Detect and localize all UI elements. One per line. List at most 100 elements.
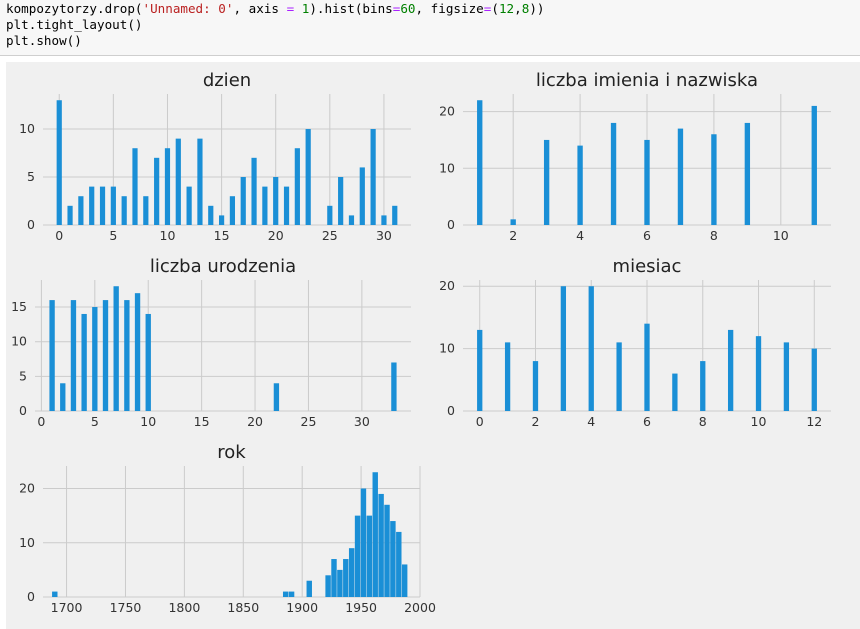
histogram-bar [294,148,300,225]
code-line-1: kompozytorzy.drop('Unnamed: 0', axis = 1… [6,1,860,17]
histogram-bar [113,286,119,411]
x-tick-label: 10 [751,414,767,429]
histogram-bar [154,157,160,225]
histogram-bar [532,361,539,411]
histogram-bar [60,383,66,411]
histogram-bar [240,177,246,225]
code-token: )) [529,1,545,16]
histogram-bar [677,128,684,225]
x-tick-label: 2000 [404,600,436,615]
histogram-bar [124,300,130,411]
code-token [294,1,302,16]
histogram-bar [370,129,376,225]
y-tick-label: 20 [439,278,455,293]
x-tick-label: 10 [140,414,156,429]
code-token: ( [491,1,499,16]
histogram-bar [401,564,408,597]
y-tick-label: 0 [19,403,27,418]
histogram-bar [262,186,268,225]
y-tick-label: 10 [19,121,35,136]
x-tick-label: 15 [194,414,210,429]
code-number-token: 60 [400,1,416,16]
histogram-bar [755,336,762,411]
x-tick-label: 6 [643,414,651,429]
y-tick-label: 20 [19,481,35,496]
code-token: kompozytorzy.drop( [6,1,143,16]
chart-title: dzien [203,70,251,91]
histogram-bar [360,488,367,597]
histogram-bar [282,591,289,597]
histogram-bar [560,286,567,411]
histogram-bar [378,493,384,597]
y-tick-label: 5 [19,368,27,383]
histogram-bar [121,196,127,225]
x-tick-label: 20 [247,414,263,429]
x-tick-label: 6 [643,228,651,243]
code-number-token: 8 [521,1,530,16]
x-tick-label: 1900 [286,600,318,615]
code-operator-token: = [483,1,492,16]
histogram-bar [78,196,84,225]
histogram-bar [727,329,734,411]
chart-title: rok [217,442,246,463]
histogram-bar [197,138,203,225]
code-token: ).hist(bins [309,1,393,16]
histogram-bar [616,342,622,411]
histogram-bar [218,215,225,225]
code-line-3: plt.show() [6,33,82,48]
histogram-bar [348,548,355,597]
histogram-bar [305,129,311,225]
x-tick-label: 0 [55,228,63,243]
histogram-bar [110,186,116,225]
histogram-bar [343,559,349,597]
histogram-bar [145,313,151,411]
x-tick-label: 1850 [227,600,259,615]
histogram-bar [288,591,295,597]
histogram-bar [89,186,95,225]
histogram-bar [325,575,331,597]
y-tick-label: 5 [27,169,35,184]
histogram-bar [273,383,280,411]
chart-title: liczba imienia i nazwiska [536,70,758,91]
y-tick-label: 15 [11,299,27,314]
x-tick-label: 0 [476,414,484,429]
histogram-bar [327,205,333,225]
histogram-bar [186,186,192,225]
y-tick-label: 10 [439,160,455,175]
histogram-bar [273,177,279,225]
histogram-bar [134,293,141,411]
x-tick-label: 5 [91,414,99,429]
histogram-bar [132,148,138,225]
code-cell[interactable]: kompozytorzy.drop('Unnamed: 0', axis = 1… [0,0,860,56]
histogram-bar [510,219,516,225]
histogram-bar [164,148,171,225]
histogram-bar [81,313,87,411]
histogram-bar [392,205,398,225]
x-tick-label: 10 [160,228,176,243]
x-tick-label: 2 [532,414,540,429]
histogram-bar [143,196,149,225]
x-tick-label: 4 [576,228,584,243]
x-tick-label: 12 [806,414,822,429]
histogram-bar [99,186,106,225]
histogram-bar [229,196,236,225]
histogram-bar [396,531,402,597]
histogram-bar [56,100,62,225]
histogram-bar [337,569,343,597]
histogram-bar [610,122,617,225]
x-tick-label: 20 [268,228,284,243]
code-number-token: 1 [301,1,310,16]
histogram-bar [644,139,650,225]
histogram-bar [283,186,290,225]
histogram-bar [306,580,312,597]
histogram-panel: 2 4 6 8 10 0 10 20 liczba imienia i nazwiska [439,70,831,243]
histogram-bar [577,145,583,225]
histogram-bar [504,342,511,411]
x-tick-label: 2 [509,228,517,243]
y-tick-label: 0 [27,589,35,604]
code-operator-token: = [286,1,295,16]
histogram-bar [477,329,483,411]
histogram-bar [175,138,181,225]
histogram-bar [744,122,751,225]
